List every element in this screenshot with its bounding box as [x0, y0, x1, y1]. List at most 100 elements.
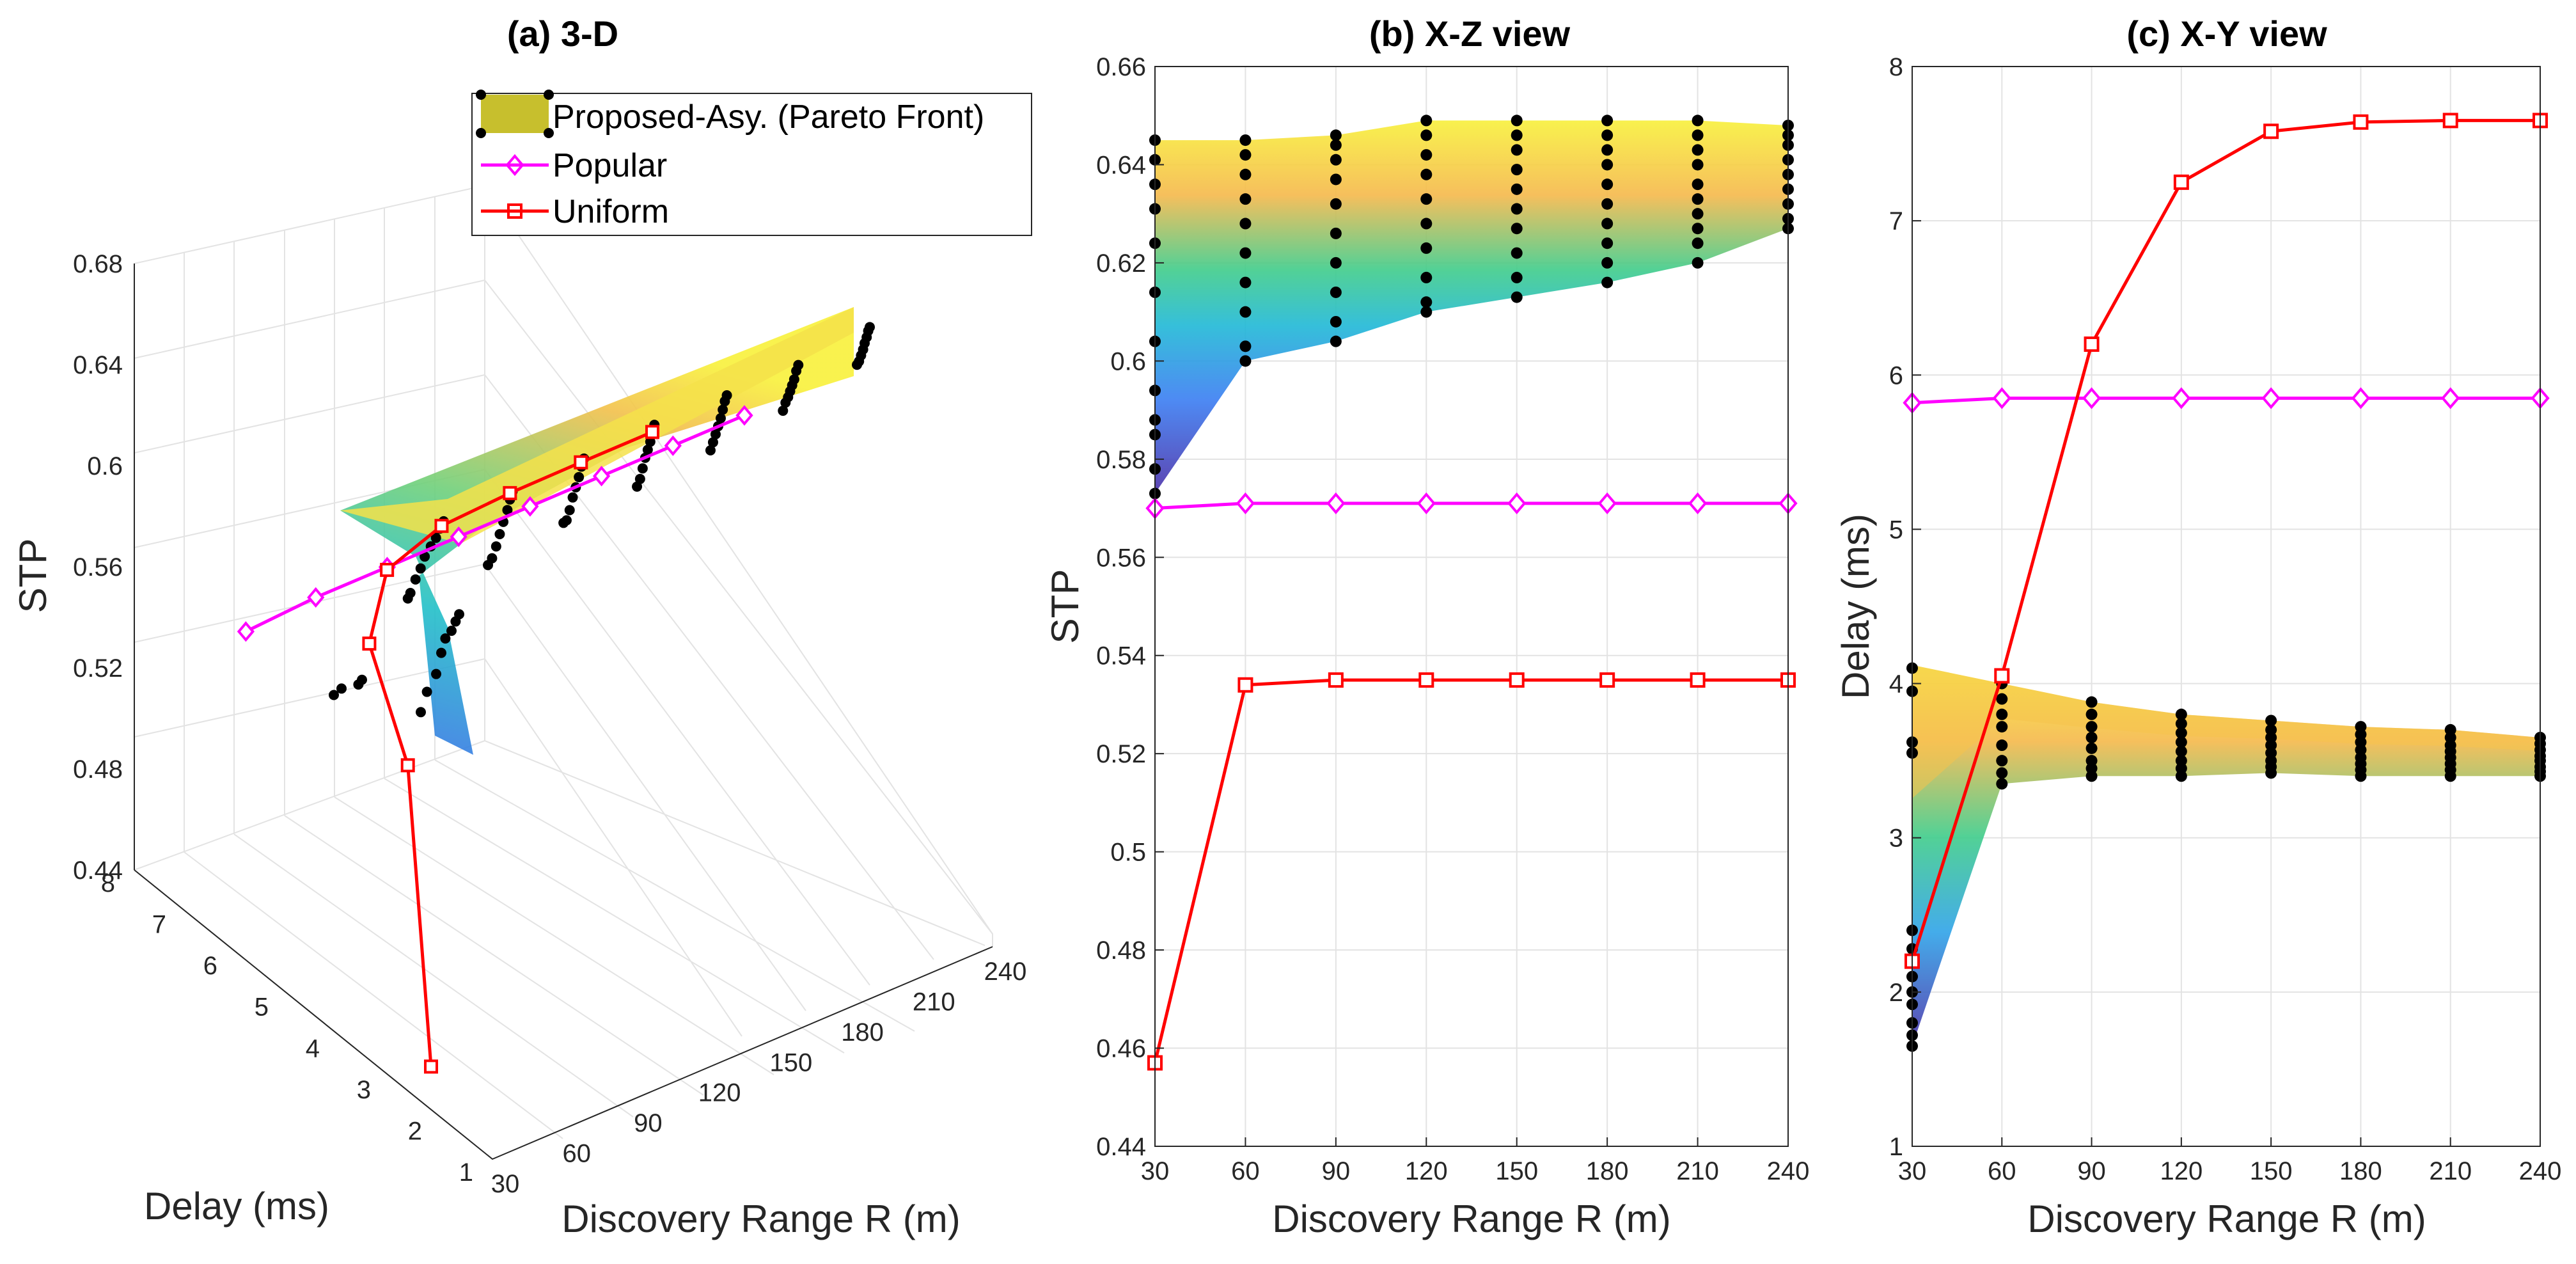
popular-marker [450, 526, 467, 548]
z-tick-label: 0.64 [73, 351, 123, 379]
front-point [1692, 178, 1704, 191]
legend-front-swatch [481, 95, 549, 133]
front-point [1239, 217, 1252, 230]
front-point [1239, 193, 1252, 205]
front-point [1996, 721, 2008, 733]
front-point [440, 633, 451, 644]
front-point [707, 437, 718, 448]
popular-marker [1507, 492, 1527, 514]
uniform-marker [1690, 672, 1706, 688]
x-tick-label: 120 [2160, 1157, 2203, 1185]
popular-marker [664, 435, 682, 456]
uniform-marker [400, 758, 415, 773]
legend-box [471, 93, 1032, 236]
front-point [865, 322, 875, 333]
range-tick-label: 210 [913, 988, 955, 1016]
front-point [1996, 693, 2008, 705]
legend-front-marker [544, 90, 554, 100]
front-point [1420, 296, 1433, 308]
delay-tick-label: 5 [255, 993, 269, 1022]
popular-marker [1598, 492, 1617, 514]
series-line [245, 414, 745, 633]
popular-marker [735, 405, 753, 426]
x-tick-label: 90 [2077, 1157, 2106, 1185]
x-tick-label: 90 [1322, 1157, 1351, 1185]
uniform-marker [424, 1059, 438, 1074]
front-point [567, 492, 578, 503]
front-point [2175, 736, 2187, 748]
front-point [2265, 715, 2277, 727]
y-tick-label: 8 [1889, 53, 1903, 81]
front-point [1330, 154, 1342, 166]
range-tick-label: 240 [984, 958, 1027, 986]
legend-uniform-label: Uniform [553, 193, 669, 230]
panel-b-xz-view: 30 60 90 120 150 180 210 240 0.44 0.46 0.48 0.5 0.5… [1044, 13, 1809, 1240]
panel-c-y-label: Delay (ms) [1834, 514, 1877, 699]
panel-b-popular-series [1145, 492, 1798, 519]
uniform-marker [503, 486, 517, 500]
front-point [642, 445, 653, 455]
popular-marker [1326, 492, 1346, 514]
front-point [1420, 217, 1433, 230]
front-point [1692, 129, 1704, 141]
delay-tick-label: 3 [357, 1076, 371, 1104]
uniform-marker [2084, 336, 2100, 352]
front-point [2265, 723, 2277, 736]
front-point [645, 436, 656, 447]
front-point [2085, 708, 2098, 720]
panel-a-title: (a) 3-D [507, 13, 618, 54]
uniform-marker [362, 636, 377, 651]
front-point [1601, 159, 1614, 171]
y-tick-label: 0.6 [1110, 347, 1146, 375]
front-point [357, 674, 367, 685]
panel-c-axes-box [1912, 66, 2541, 1147]
front-point [1511, 223, 1523, 235]
x-tick-label: 180 [2339, 1157, 2382, 1185]
popular-marker [2172, 387, 2191, 409]
front-point [1420, 168, 1433, 180]
panel-b-front-points [1149, 115, 1794, 500]
uniform-marker [1328, 672, 1344, 688]
y-tick-label: 2 [1889, 979, 1903, 1007]
front-point [1601, 144, 1614, 156]
front-point [1239, 149, 1252, 161]
uniform-marker [645, 425, 659, 439]
front-point [446, 626, 457, 636]
front-point [2085, 755, 2098, 767]
range-tick-label: 180 [841, 1018, 884, 1047]
front-point [1601, 178, 1614, 191]
uniform-marker [574, 455, 588, 470]
uniform-marker [1237, 677, 1253, 693]
panel-a-y-ticks: 1 2 3 4 5 6 7 8 [101, 869, 473, 1187]
front-point [416, 707, 426, 718]
front-point [491, 541, 501, 552]
uniform-marker [1994, 668, 2010, 684]
y-tick-label: 0.48 [1096, 936, 1146, 965]
front-point [1420, 115, 1433, 127]
y-tick-label: 0.5 [1110, 839, 1146, 867]
x-tick-label: 120 [1405, 1157, 1448, 1185]
panel-c-title: (c) X-Y view [2126, 13, 2327, 54]
panel-b-x-label: Discovery Range R (m) [1272, 1197, 1670, 1240]
front-point [1601, 115, 1614, 127]
y-tick-label: 7 [1889, 207, 1903, 235]
delay-tick-label: 1 [459, 1158, 473, 1187]
front-point [2175, 708, 2187, 720]
panel-b-x-ticks: 30 60 90 120 150 180 210 240 [1141, 1137, 1809, 1185]
front-point [715, 413, 726, 423]
legend-popular-label: Popular [553, 147, 667, 184]
front-point [2085, 731, 2098, 743]
y-tick-label: 0.46 [1096, 1035, 1146, 1063]
y-tick-label: 0.62 [1096, 249, 1146, 278]
y-tick-label: 3 [1889, 825, 1903, 853]
front-point [1511, 291, 1523, 303]
front-point [2085, 696, 2098, 708]
y-tick-label: 0.58 [1096, 446, 1146, 474]
front-point [1239, 340, 1252, 352]
delay-tick-label: 7 [152, 911, 166, 939]
panel-c-pareto-front-top [1912, 665, 2540, 799]
popular-marker [237, 621, 255, 642]
panel-c-x-ticks: 30 60 90 120 150 180 210 240 [1898, 1137, 2561, 1185]
front-point [1601, 276, 1614, 288]
